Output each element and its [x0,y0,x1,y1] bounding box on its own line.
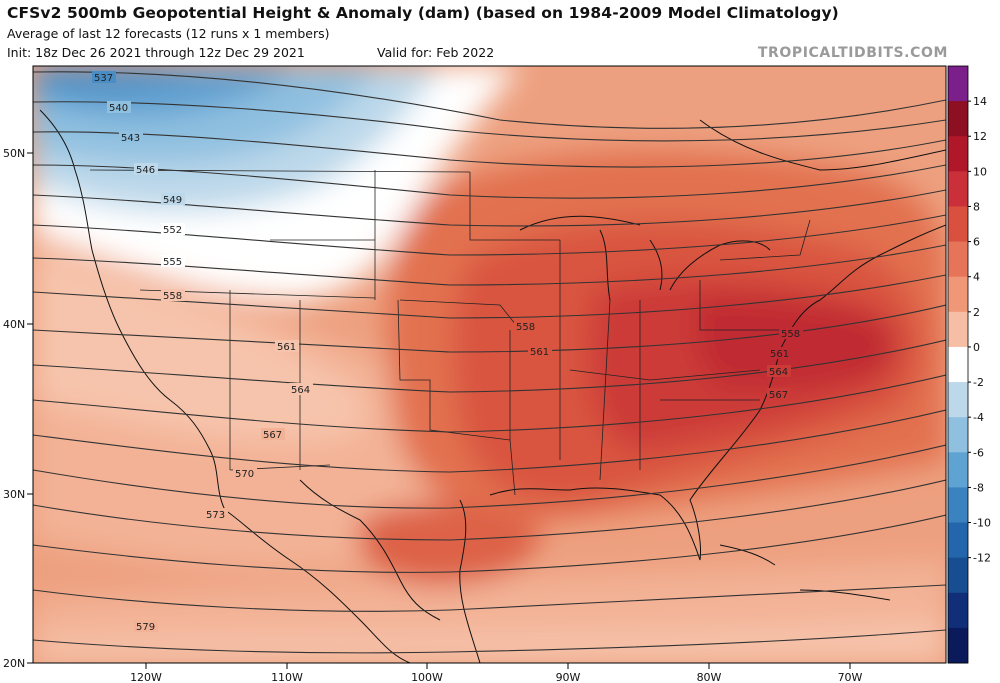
contour-label: 570 [235,469,254,480]
colorbar-swatch [948,522,968,559]
colorbar-swatch [948,136,968,172]
contour-label: 546 [136,165,155,176]
colorbar-swatch [948,382,968,418]
lat-label: 50N [3,147,25,160]
colorbar-label: 4 [973,271,980,284]
colorbar-labels: 14 12 10 8 6 4 2 0 -2 -4 -6 -8 -10 -12 [973,95,991,565]
contour-label: 573 [206,510,225,521]
colorbar-label: 12 [973,130,987,143]
lon-label: 110W [271,671,303,683]
lon-label: 120W [130,671,162,683]
colorbar [947,65,971,664]
contour-label: 549 [163,195,182,206]
colorbar-swatch [948,346,968,383]
coastlines [39,109,946,663]
contour-label: 537 [94,73,113,84]
contour-label: 579 [136,622,155,633]
latitude-axis: 50N 40N 30N 20N [3,147,33,670]
lat-label: 40N [3,318,25,331]
colorbar-swatch [948,171,968,207]
colorbar-swatch [948,557,968,594]
colorbar-label: -10 [973,517,991,530]
longitude-axis: 120W 110W 100W 90W 80W 70W [130,663,863,683]
colorbar-swatch [948,241,968,278]
contour-label: 558 [781,329,800,340]
colorbar-label: 10 [973,165,987,178]
map-title: CFSv2 500mb Geopotential Height & Anomal… [7,4,839,22]
contour-label: 561 [770,349,789,360]
contour-label: 558 [516,322,535,333]
contour-label: 561 [530,347,549,358]
colorbar-label: 6 [973,236,980,249]
contour-label: 543 [121,133,140,144]
colorbar-swatch [948,417,968,453]
colorbar-label: 0 [973,341,980,354]
lon-label: 80W [697,671,722,683]
lon-label: 100W [411,671,443,683]
valid-time-label: Valid for: Feb 2022 [377,45,495,60]
colorbar-swatch [948,101,968,137]
lat-label: 20N [3,657,25,670]
colorbar-label: 2 [973,306,980,319]
lon-label: 70W [838,671,863,683]
contour-label: 558 [163,291,182,302]
colorbar-swatch [948,452,968,488]
init-time-label: Init: 18z Dec 26 2021 through 12z Dec 29… [7,45,305,60]
brand-watermark: TROPICALTIDBITS.COM [757,45,948,61]
colorbar-label: -12 [973,552,991,565]
map-subtitle: Average of last 12 forecasts (12 runs x … [7,26,330,41]
colorbar-label: -6 [973,446,984,459]
anomaly-field: 537 540 543 546 549 552 555 558 561 564 … [33,66,946,663]
contour-label: 564 [291,385,310,396]
colorbar-swatch [948,206,968,243]
colorbar-label: -8 [973,481,984,494]
colorbar-swatch [948,592,968,629]
contour-label: 567 [263,430,282,441]
colorbar-swatch [948,311,968,348]
plot-frame [32,65,947,664]
contour-label: 561 [277,342,296,353]
colorbar-label: 14 [973,95,987,108]
colorbar-swatch [948,627,968,664]
contour-label: 555 [163,257,182,268]
contour-labels: 537 540 543 546 549 552 555 558 561 564 … [92,71,803,633]
colorbar-frame [947,65,969,664]
contour-label: 552 [163,225,182,236]
lat-label: 30N [3,488,25,501]
colorbar-label: -2 [973,376,984,389]
contour-label: 564 [769,367,788,378]
lon-label: 90W [556,671,581,683]
height-contours [33,71,946,654]
colorbar-label: 8 [973,200,980,213]
contour-label: 540 [109,103,128,114]
colorbar-swatch [948,487,968,524]
colorbar-swatch [948,276,968,313]
colorbar-swatch [948,66,968,102]
contour-label: 567 [769,390,788,401]
colorbar-label: -4 [973,411,984,424]
